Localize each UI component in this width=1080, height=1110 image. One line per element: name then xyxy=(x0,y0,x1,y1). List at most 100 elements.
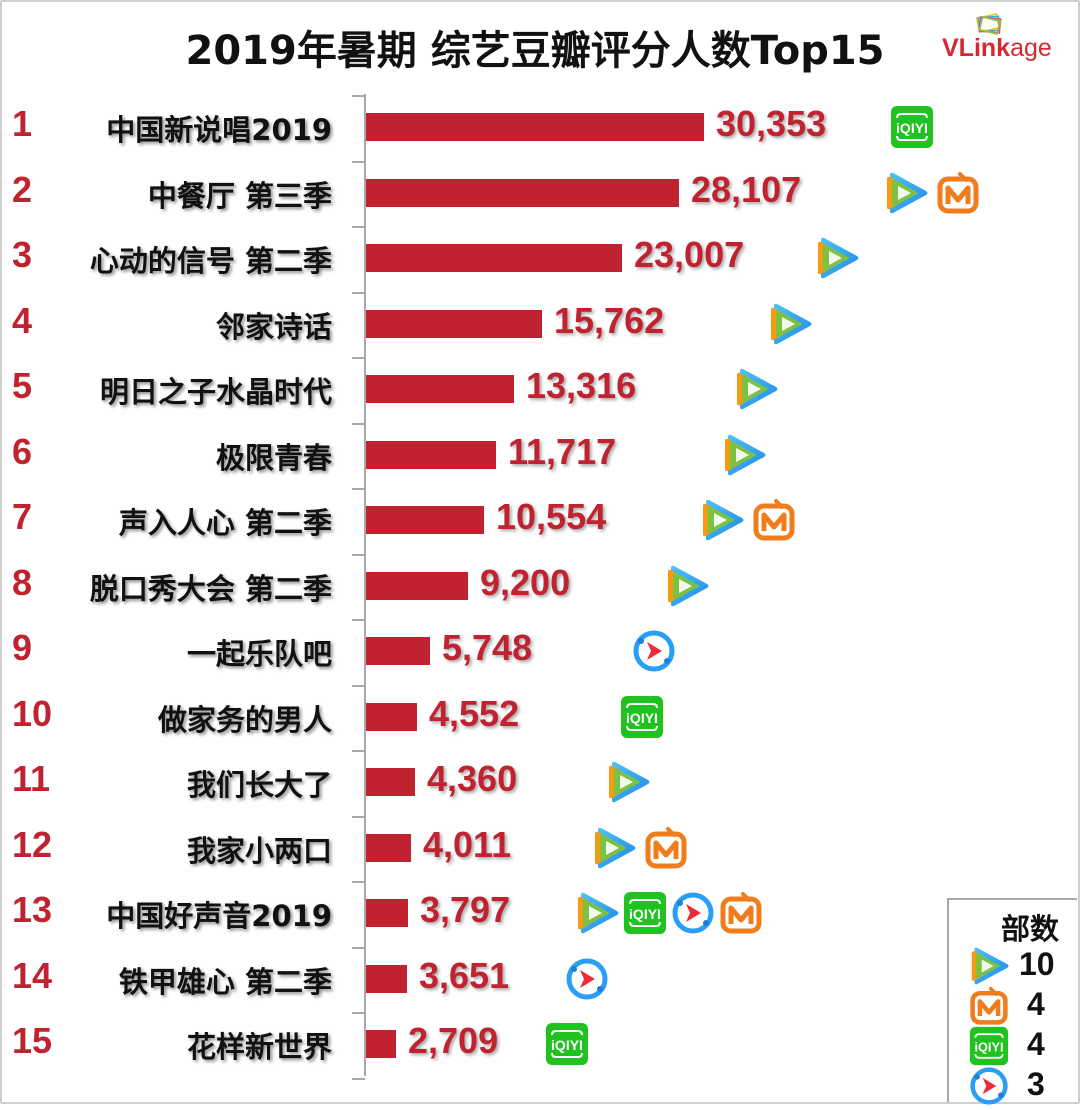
iqiyi-icon: iQIYI xyxy=(969,1026,1009,1066)
legend-item-mango: 4 xyxy=(969,986,1079,1026)
platform-icons xyxy=(592,826,688,870)
mango-tv-icon xyxy=(719,891,763,935)
tencent-video-icon xyxy=(700,498,744,542)
legend-item-tencent: 10 xyxy=(969,946,1079,986)
rank-label: 2 xyxy=(12,168,33,210)
mango-tv-icon xyxy=(969,986,1009,1026)
axis-tick xyxy=(352,1077,365,1080)
youku-icon xyxy=(565,957,609,1001)
show-name: 做家务的男人 xyxy=(157,702,332,737)
bar xyxy=(366,1030,396,1058)
bar-row: 12 我家小两口 4,011 xyxy=(0,816,1080,881)
bar xyxy=(366,571,468,600)
axis-tick xyxy=(352,553,365,556)
show-name: 明日之子水晶时代 xyxy=(99,375,332,409)
axis-tick xyxy=(352,160,365,163)
axis-tick xyxy=(352,226,365,228)
bar-row: 9 一起乐队吧 5,748 xyxy=(0,619,1080,684)
rank-label: 1 xyxy=(12,103,33,144)
bar-row: 5 明日之子水晶时代 13,316 xyxy=(0,357,1080,422)
axis-tick xyxy=(352,1012,365,1014)
value-label: 10,554 xyxy=(496,496,607,537)
value-label: 3,797 xyxy=(420,889,511,930)
bar-row: 10 做家务的男人 4,552 iQIYI xyxy=(0,685,1080,750)
bar-row: 8 脱口秀大会 第二季 9,200 xyxy=(0,554,1080,619)
bar xyxy=(366,309,542,338)
platform-icons xyxy=(884,171,980,215)
axis-tick xyxy=(352,95,365,97)
youku-icon xyxy=(671,891,715,935)
value-label: 4,552 xyxy=(429,692,520,734)
rank-label: 4 xyxy=(12,299,33,341)
tencent-video-icon xyxy=(575,891,619,935)
tencent-video-icon xyxy=(734,367,778,411)
show-name: 极限青春 xyxy=(215,440,332,475)
iqiyi-icon: iQIYI xyxy=(545,1022,589,1066)
tencent-video-icon xyxy=(722,433,766,477)
svg-text:iQIYI: iQIYI xyxy=(975,1039,1004,1054)
mango-tv-icon xyxy=(936,171,980,215)
title-text: 2019年暑期 综艺豆瓣评分人数Top15 xyxy=(185,28,885,74)
axis-tick xyxy=(352,881,365,883)
tencent-video-icon xyxy=(768,302,812,346)
bar-row: 14 铁甲雄心 第二季 3,651 xyxy=(0,947,1080,1012)
bar-row: 2 中餐厅 第三季 28,107 xyxy=(0,161,1080,226)
bar-row: 15 花样新世界 2,709 iQIYI xyxy=(0,1012,1080,1077)
vlinkage-logo: VLinkage xyxy=(942,12,1070,64)
axis-tick xyxy=(352,488,365,490)
youku-icon xyxy=(969,1066,1009,1106)
rank-label: 7 xyxy=(12,496,33,537)
rank-label: 12 xyxy=(12,823,53,865)
bar xyxy=(366,244,622,272)
platform-icons xyxy=(768,302,812,346)
platform-icons: iQIYI xyxy=(545,1022,589,1066)
bar xyxy=(366,702,417,731)
platform-icons: iQIYI xyxy=(890,105,934,149)
bar xyxy=(366,833,411,862)
rank-label: 9 xyxy=(12,627,33,668)
bar xyxy=(366,113,704,141)
platform-icons: iQIYI xyxy=(575,891,763,935)
show-name: 心动的信号 第二季 xyxy=(89,244,332,278)
rank-label: 6 xyxy=(12,430,33,472)
show-name: 脱口秀大会 第二季 xyxy=(89,571,332,606)
legend-item-youku: 3 xyxy=(969,1066,1079,1106)
svg-text:iQIYI: iQIYI xyxy=(626,710,658,726)
value-label: 4,011 xyxy=(423,823,512,865)
axis-tick xyxy=(352,815,365,818)
bar xyxy=(366,440,496,469)
axis-tick xyxy=(352,357,365,359)
bar-row: 4 邻家诗话 15,762 xyxy=(0,292,1080,357)
legend-count: 10 xyxy=(1019,946,1055,982)
svg-text:iQIYI: iQIYI xyxy=(629,906,661,922)
bar-row: 13 中国好声音2019 3,797 iQIYI xyxy=(0,881,1080,946)
show-name: 中国新说唱2019 xyxy=(106,113,332,147)
value-label: 9,200 xyxy=(480,561,571,603)
tencent-video-icon xyxy=(592,826,636,870)
axis-tick xyxy=(352,291,365,294)
mango-tv-icon xyxy=(644,826,688,870)
rank-label: 15 xyxy=(12,1020,53,1061)
platform-icons xyxy=(815,236,859,280)
platform-icons: iQIYI xyxy=(620,695,664,739)
axis-tick xyxy=(352,946,365,949)
value-label: 4,360 xyxy=(427,758,518,799)
legend: 部数 10 4 iQIYI 4 3 xyxy=(947,898,1079,1105)
show-name: 铁甲雄心 第二季 xyxy=(118,964,332,999)
show-name: 我家小两口 xyxy=(186,833,332,868)
legend-count: 4 xyxy=(1027,1026,1045,1062)
rank-label: 14 xyxy=(12,954,53,996)
chart-title: 2019年暑期 综艺豆瓣评分人数Top15 xyxy=(0,18,1080,76)
axis-tick xyxy=(352,684,365,687)
tencent-video-icon xyxy=(606,760,650,804)
bar-row: 1 中国新说唱2019 30,353 iQIYI xyxy=(0,95,1080,160)
tencent-video-icon xyxy=(969,946,1009,986)
value-label: 11,717 xyxy=(508,430,617,472)
show-name: 花样新世界 xyxy=(186,1030,332,1064)
logo-text: VLinkage xyxy=(942,34,1052,62)
logo-cards-icon xyxy=(975,13,1002,35)
category-axis xyxy=(364,94,366,1076)
bar xyxy=(366,178,679,207)
svg-text:iQIYI: iQIYI xyxy=(551,1037,583,1053)
legend-count: 4 xyxy=(1027,986,1045,1022)
